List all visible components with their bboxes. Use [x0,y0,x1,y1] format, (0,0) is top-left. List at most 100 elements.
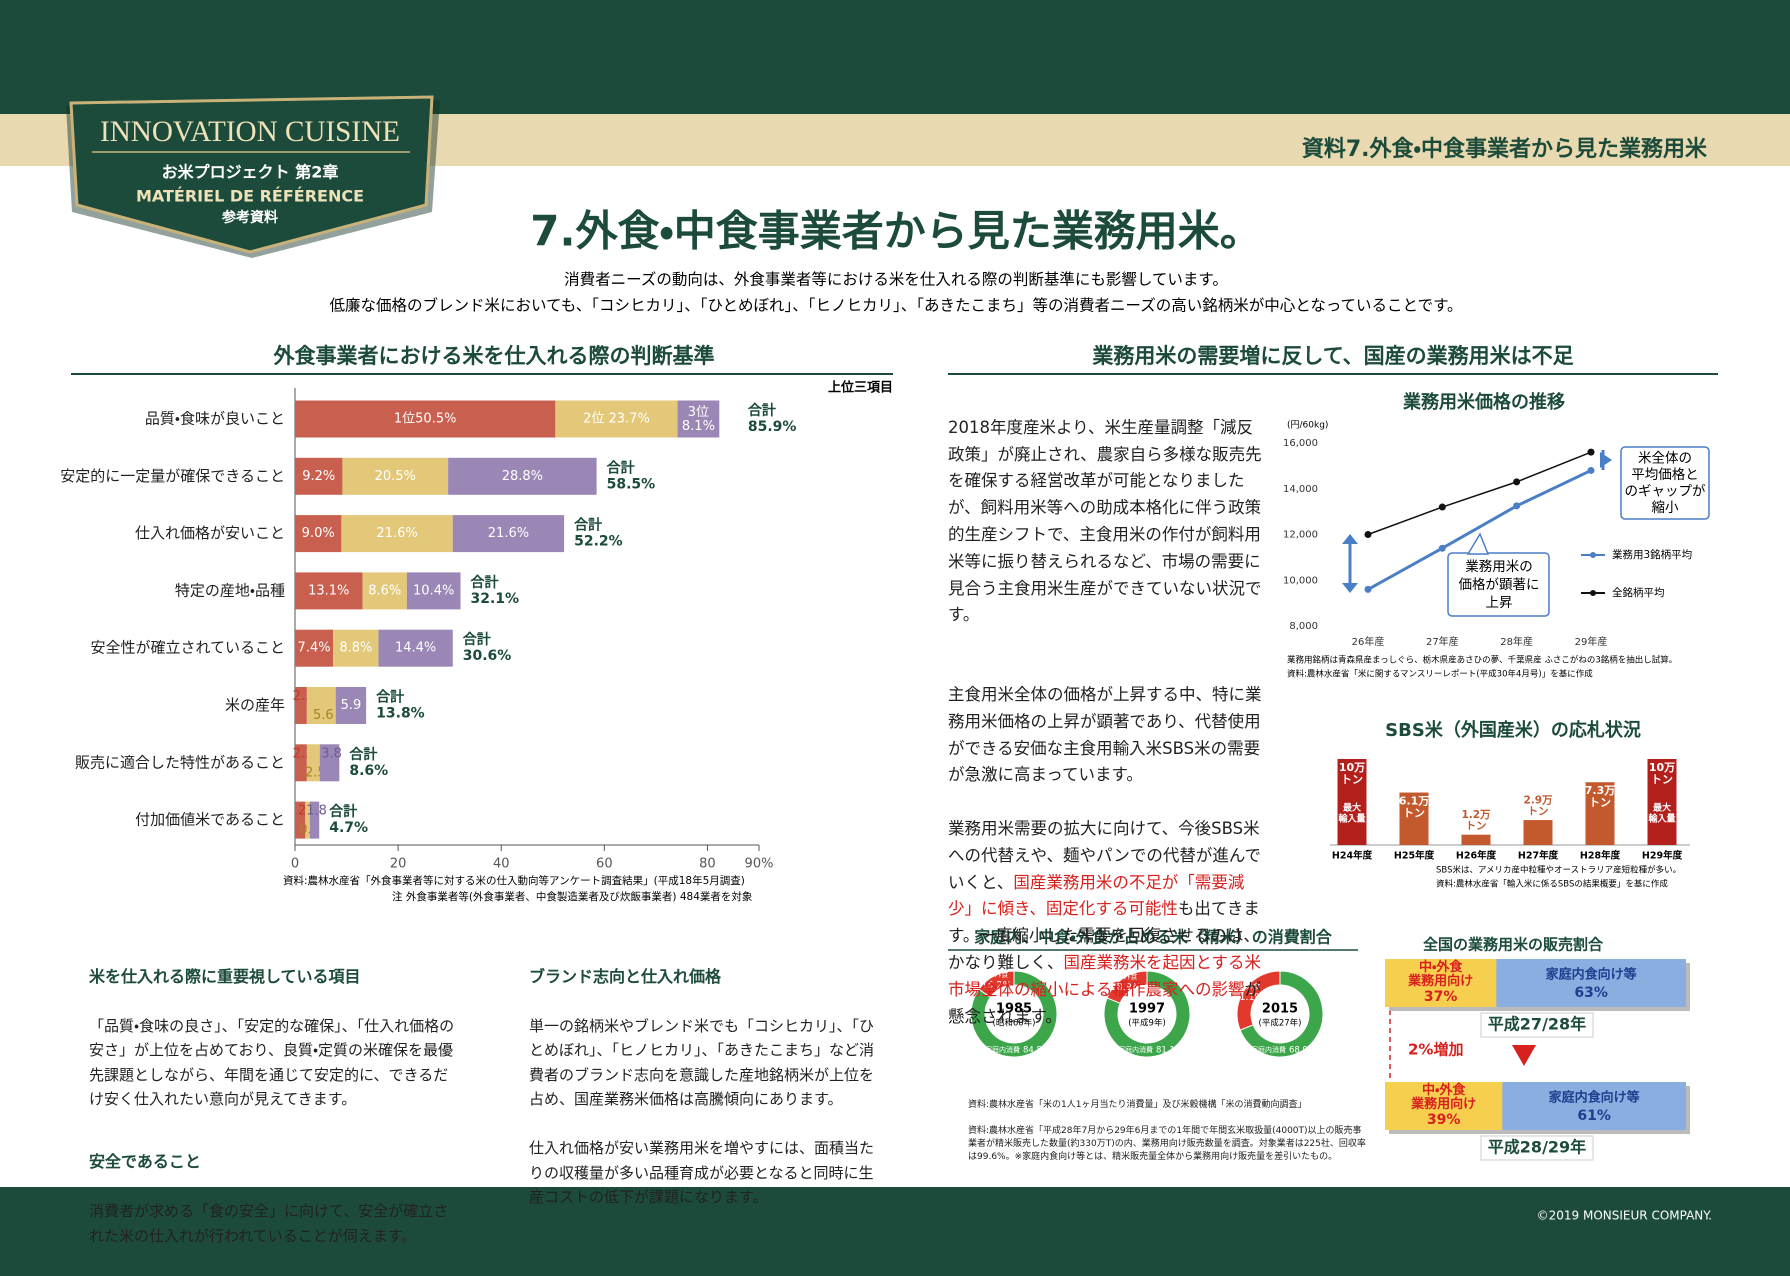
y-unit: (円/60kg) [1287,420,1328,431]
middle-text: 2018年度産米より、米生産量調整「減反政策」が廃止され、農家自ら多様な販売先を… [948,388,1262,1057]
period-label: 平成28/29年 [1488,1138,1586,1157]
point [1438,503,1446,511]
legend-marker [1590,590,1596,596]
value-label: 20.5% [375,469,416,484]
subheading: 安全であること [89,1152,201,1171]
point [1438,544,1446,552]
bar [1585,782,1615,845]
value-label: 21.6% [376,526,417,541]
source: 資料:農林水産省「平成28年7月から29年6月までの1年間で年間玄米取扱量(40… [968,1126,1366,1162]
arrow-head [1342,583,1358,593]
segment-name: 中・外食業務用向け [1410,1082,1476,1112]
paragraph: 仕入れ価格が安い業務用米を増やすには、面積当たりの収穫量が多い品種育成が必要とな… [529,1139,875,1206]
x-tick-label: H28年度 [1580,850,1621,862]
annotation-box [1447,552,1550,617]
total-label: 85.9% [748,419,797,435]
segment-value: 37% [1424,989,1458,1005]
value-label: 5.6 [313,708,334,723]
paragraph: 主食用米全体の価格が上昇する中、特に業務用米価格の上昇が顕著であり、代替使用がで… [948,684,1262,785]
text-segment: が懸念されます。 [948,979,1262,1026]
bar-segment [335,687,367,724]
total-label: 52.2% [574,534,623,550]
bar-segment [362,572,407,610]
pie-sublabel: (平成27年) [1259,1018,1302,1029]
total-title: 合計 [329,803,357,820]
total-title: 合計 [349,746,377,763]
value-label: 9.2% [302,469,335,484]
subheading: ブランド志向と仕入れ価格 [529,966,722,986]
note: SBS米は、アメリカ産中粒種やオーストラリア産短粒種が多い。 [1436,865,1681,876]
trend-arrow [1512,1045,1536,1066]
bar [1399,792,1429,845]
value-label: 13.1% [308,583,349,598]
bar-note: 最大輸入量 [1338,801,1365,824]
period-box [1480,1135,1594,1161]
chart-title: SBS米（外国産米）の応札状況 [1385,719,1641,741]
x-tick-label: H27年度 [1518,850,1559,862]
value-label: 2 [298,804,306,819]
slice-value: 18.9% [1111,982,1141,993]
paragraph: 業務用米需要の拡大に向けて、今後SBS米への代替えや、麺やパンでの代替が進んでい… [948,816,1262,1030]
chart-note: 上位三項目 [828,380,893,396]
text-segment: 国産業務米を起因とする米市場全体の縮小による稲作農家への影響 [948,952,1262,999]
slice-category: 家庭内消費 [985,1045,1020,1054]
bar-segment [342,457,449,495]
bar-segment [677,400,720,438]
x-tick-label: 28年産 [1500,635,1533,648]
bar-segment [378,629,453,667]
value-label: 3.8 [321,746,342,761]
x-tick-label: 40 [493,857,510,872]
x-tick-label: 27年産 [1426,635,1459,648]
project: お米プロジェクト 第2章 [162,163,339,182]
period-label: 平成27/28年 [1488,1015,1586,1034]
source: 資料:農林水産省「外食事業者等に対する米の仕入動向等アンケート調査結果」(平成1… [283,874,745,887]
series-line [1367,469,1592,591]
value-label: 7.4% [298,641,331,656]
donut-slice [1236,970,1281,1031]
x-tick-label: 0 [291,857,299,872]
share-segment [1385,959,1497,1007]
bar [1337,759,1367,845]
pie-sublabel: (昭和60年) [993,1018,1036,1029]
slice-value: 31.1% [1233,992,1263,1003]
bar-segment [295,687,307,724]
total-title: 合計 [574,517,602,534]
x-tick-label: 26年産 [1352,635,1385,648]
share-segment [1496,959,1686,1007]
text-segment: 業務用米需要の拡大に向けて、今後SBS米への代替えや、麺やパンでの代替が進んでい… [948,818,1262,892]
source: 注 外食事業者等(外食事業者、中食製造業者及び炊飯事業者) 484業者を対象 [392,890,753,903]
bar-segment [406,572,461,610]
value-label: 21.6% [488,526,529,541]
value-label: 9.0% [302,526,335,541]
footer: ©2019 MONSIEUR COMPANY. [1537,1209,1712,1223]
bar-segment [319,744,340,782]
annotation: 業務用米の価格が顕著に上昇 [1459,559,1540,611]
material: MATÉRIEL DE RÉFÉRENCE [136,187,364,206]
y-tick-label: 14,000 [1283,484,1318,495]
bar-segment [333,629,379,667]
legend-marker [1590,552,1596,558]
segment-value: 63% [1574,985,1608,1001]
value-label: 2.9万トン [1523,795,1553,818]
value-label: 6.1万トン [1399,795,1430,820]
bar-segment [555,400,678,438]
donut-slice [978,970,1015,998]
total-label: 30.6% [463,648,512,664]
point [1587,466,1595,474]
x-tick-label: 60 [596,857,613,872]
bar-segment [295,629,334,667]
value-label: 10万トン [1339,761,1365,786]
category-label: 米の産年 [225,696,285,714]
total-title: 合計 [470,574,498,591]
slice-category: 中・外食 [1114,972,1137,981]
value-label: 1.2万トン [1461,809,1491,832]
page-title: 7.外食・中食事業者から見た業務用米。 [530,207,1261,256]
bar-segment [295,515,342,553]
x-tick-label: H25年度 [1394,850,1435,862]
paragraph: 消費者が求める「食の安全」に向けて、安全が確立された米の仕入れが行われていること… [89,1202,449,1245]
bottom-middle: ブランド志向と仕入れ価格 単一の銘柄米やブレンド米でも「コシヒカリ」、「ひとめぼ… [529,940,881,1234]
bar-note: 最大輸入量 [1648,801,1675,824]
chart-title: 家庭内、中食・外食が占める米（精米）の消費割合 [974,928,1332,947]
total-label: 8.6% [349,763,388,779]
pie-label: 2015 [1262,1002,1298,1017]
